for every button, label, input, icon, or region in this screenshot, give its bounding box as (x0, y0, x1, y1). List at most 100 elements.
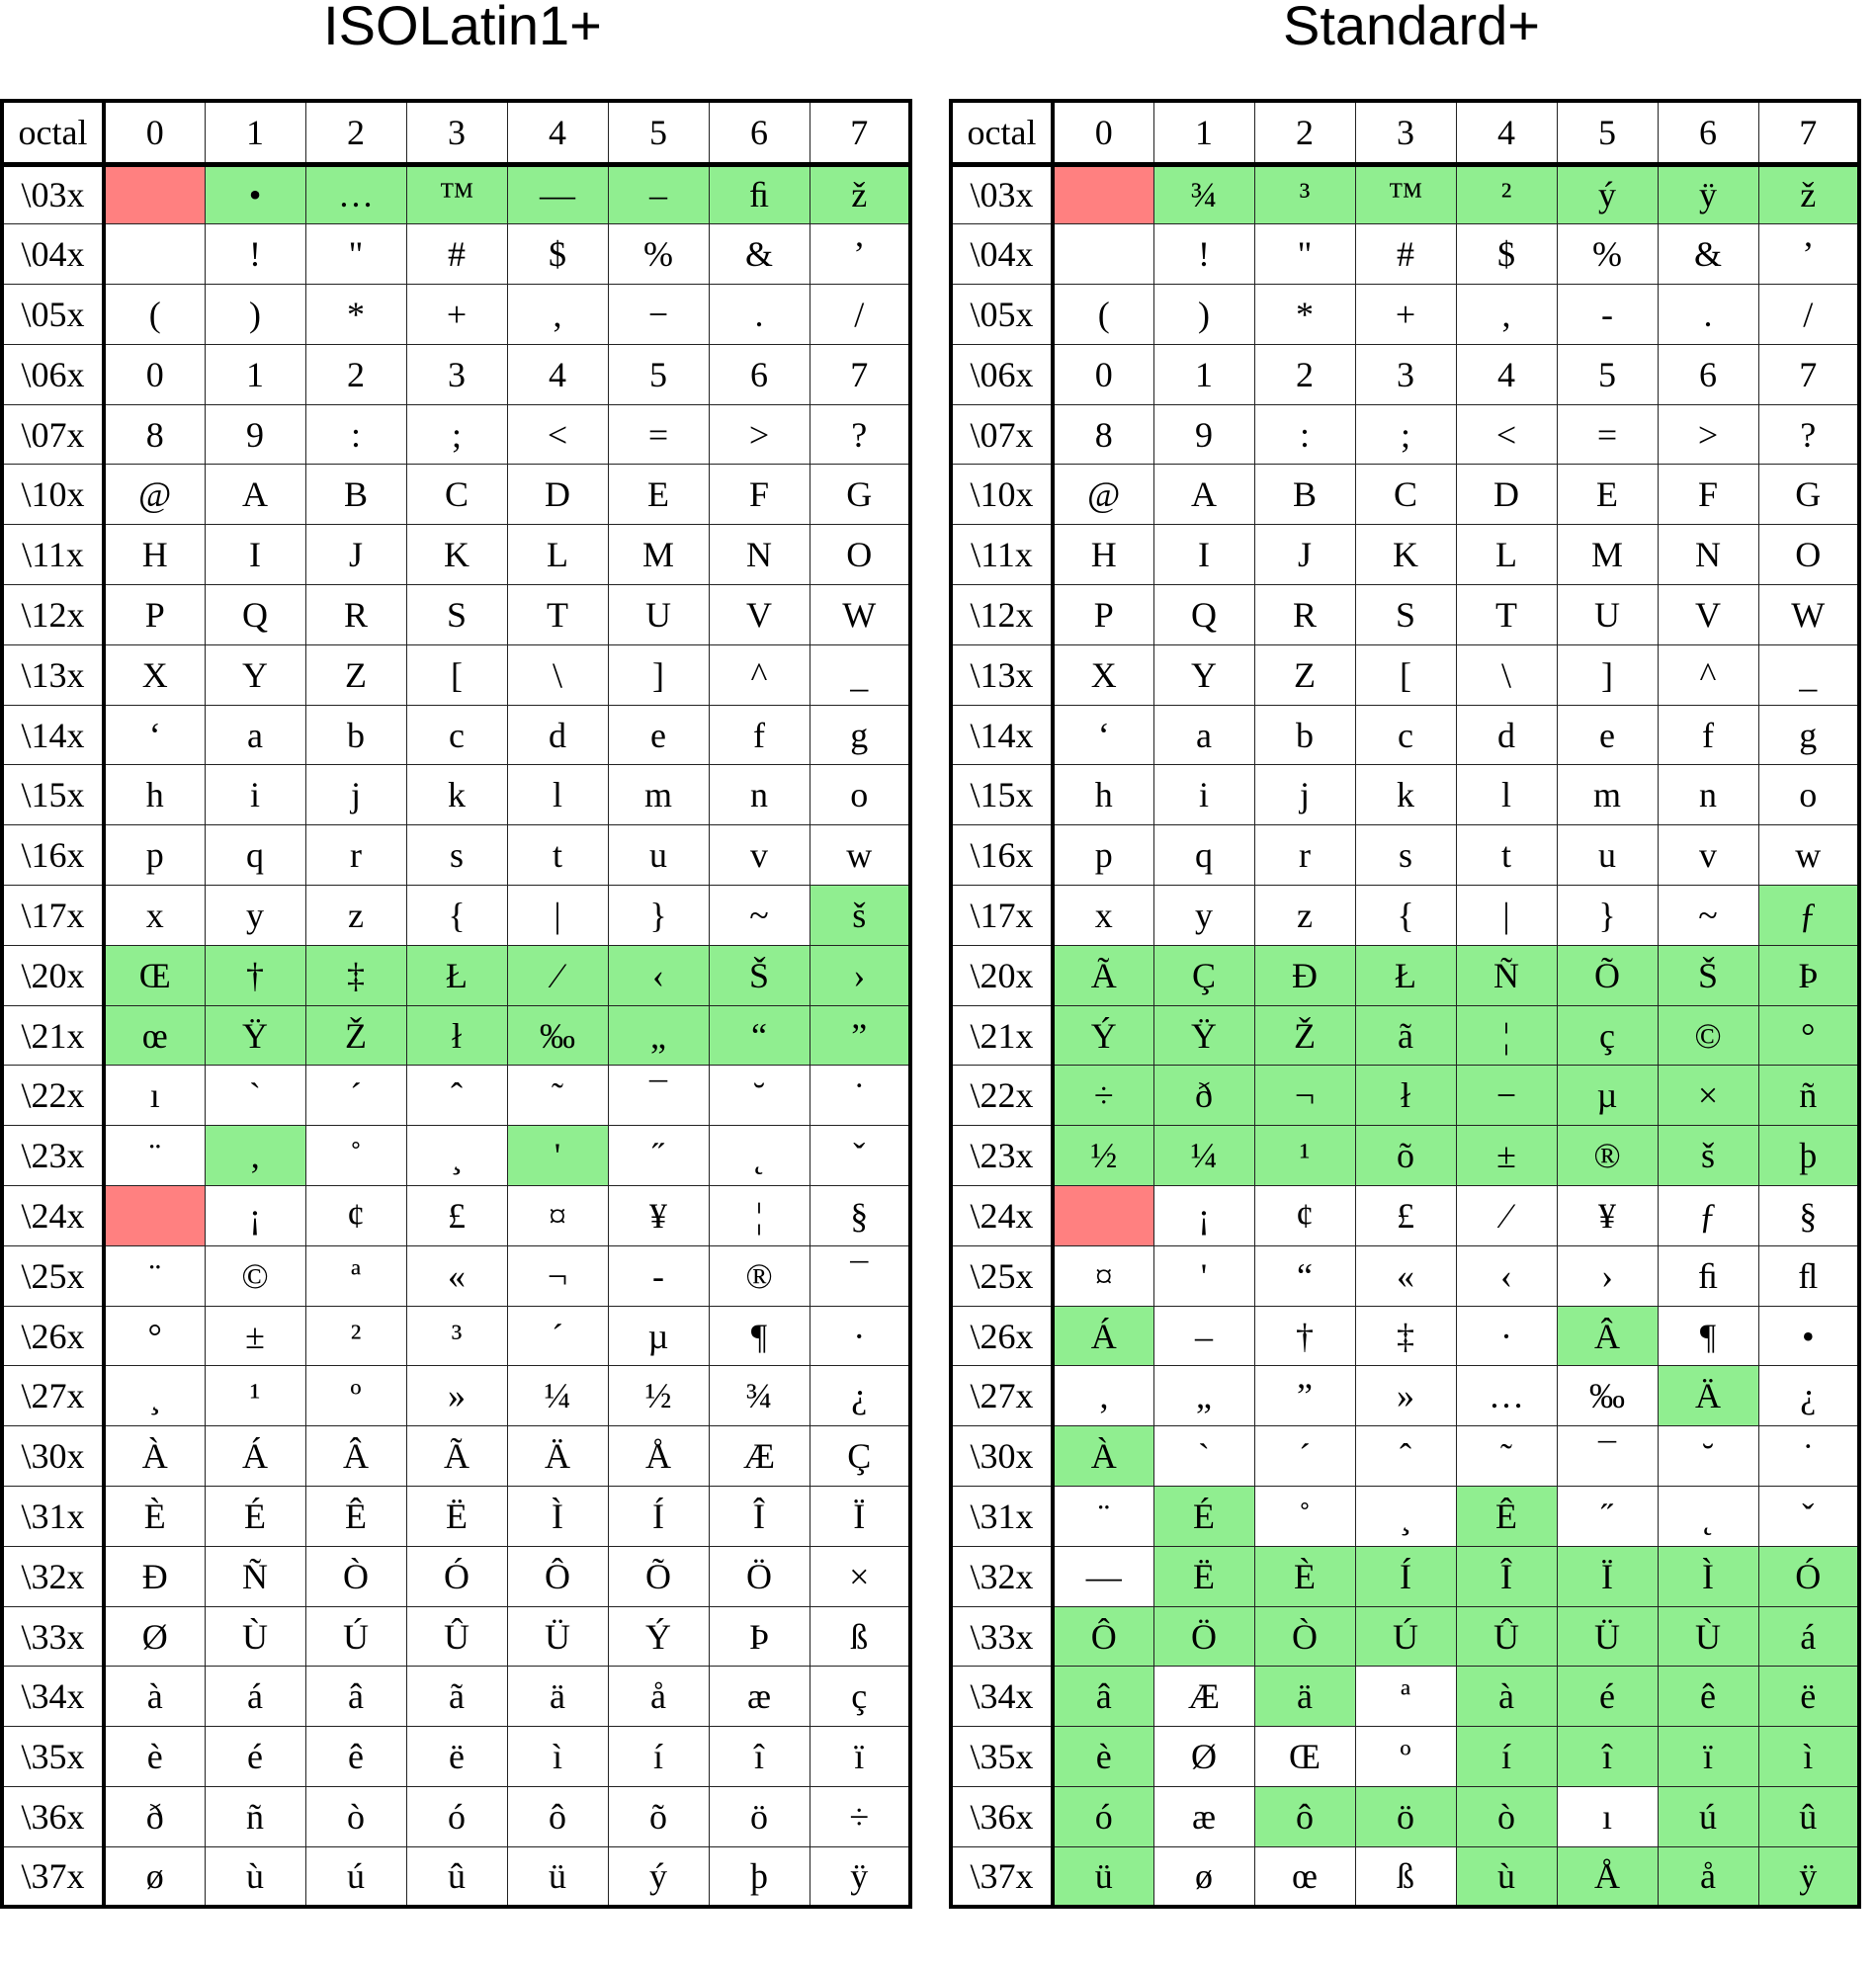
added-glyph-cell: × (1657, 1065, 1759, 1127)
header-row: octal 0 1 2 3 4 5 6 7 (1, 100, 911, 167)
glyph-cell: Â (304, 1425, 407, 1488)
added-glyph-cell: Ã (1052, 944, 1154, 1006)
added-glyph-cell: µ (1556, 1065, 1659, 1127)
added-glyph-cell: ™ (405, 163, 508, 225)
table-row: \23x ½ ¼ ¹ õ ± ® š þ (950, 1125, 1860, 1187)
added-glyph-cell: ” (809, 1004, 911, 1067)
glyph-cell: õ (607, 1786, 710, 1847)
glyph-cell: Æ (1152, 1666, 1255, 1728)
glyph-cell: ” (1253, 1365, 1356, 1427)
glyph-cell: * (304, 284, 407, 345)
glyph-cell: 9 (204, 403, 306, 466)
glyph-cell: e (607, 704, 710, 766)
table-row: \31x È É Ê Ë Ì Í Î Ï (1, 1486, 911, 1547)
row-label: \11x (1, 524, 106, 586)
glyph-cell: Ô (506, 1545, 609, 1607)
glyph-cell: q (204, 824, 306, 887)
header-row: octal 0 1 2 3 4 5 6 7 (950, 100, 1860, 167)
row-label: \32x (1, 1545, 106, 1607)
glyph-cell: a (204, 704, 306, 766)
glyph-cell: Í (607, 1486, 710, 1547)
added-glyph-cell: ä (1253, 1666, 1356, 1728)
glyph-cell: S (1354, 584, 1457, 645)
glyph-cell: ¸ (103, 1365, 206, 1427)
row-label: \25x (1, 1244, 106, 1307)
glyph-cell: ` (204, 1065, 306, 1127)
glyph-cell: ë (405, 1726, 508, 1788)
added-glyph-cell: Í (1354, 1545, 1457, 1607)
header-octal: octal (950, 100, 1055, 167)
row-label: \24x (950, 1185, 1055, 1246)
glyph-cell: y (204, 885, 306, 946)
glyph-cell: 7 (809, 343, 911, 405)
glyph-cell: ã (405, 1666, 508, 1728)
glyph-cell: s (1354, 824, 1457, 887)
undefined-glyph-cell (103, 163, 206, 225)
glyph-cell: w (1757, 824, 1860, 887)
glyph-cell: | (1455, 885, 1558, 946)
glyph-cell: ˝ (607, 1125, 710, 1187)
added-glyph-cell: ç (1556, 1004, 1659, 1067)
glyph-cell: 2 (1253, 343, 1356, 405)
row-label: \15x (950, 764, 1055, 826)
glyph-cell: v (708, 824, 810, 887)
glyph-cell: K (405, 524, 508, 586)
glyph-cell: O (809, 524, 911, 586)
glyph-cell: C (1354, 464, 1457, 526)
added-glyph-cell: Ð (1253, 944, 1356, 1006)
glyph-cell: # (1354, 223, 1457, 286)
glyph-cell: 8 (1052, 403, 1154, 466)
glyph-cell: Ó (405, 1545, 508, 1607)
table-row: \04x! " # $% &’ (1, 223, 911, 286)
glyph-cell: ] (607, 643, 710, 706)
added-glyph-cell: Õ (1556, 944, 1659, 1006)
glyph-cell: â (304, 1666, 407, 1728)
glyph-cell: ˛ (1657, 1486, 1759, 1547)
row-label: \17x (950, 885, 1055, 946)
row-label: \20x (950, 944, 1055, 1006)
added-glyph-cell: ³ (1253, 163, 1356, 225)
glyph-cell: æ (708, 1666, 810, 1728)
added-glyph-cell: ¦ (1455, 1004, 1558, 1067)
glyph-cell: j (304, 764, 407, 826)
added-glyph-cell: Ï (1556, 1545, 1659, 1607)
glyph-cell: @ (1052, 464, 1154, 526)
glyph-cell: E (1556, 464, 1659, 526)
glyph-cell (103, 223, 206, 286)
glyph-cell: ¦ (708, 1185, 810, 1246)
glyph-cell: n (708, 764, 810, 826)
glyph-cell: ¡ (204, 1185, 306, 1246)
added-glyph-cell: Ú (1354, 1605, 1457, 1668)
glyph-cell: Ï (809, 1486, 911, 1547)
glyph-cell: Ü (506, 1605, 609, 1668)
column-header: 5 (607, 100, 710, 167)
glyph-cell: 8 (103, 403, 206, 466)
glyph-cell: # (405, 223, 508, 286)
glyph-cell: T (506, 584, 609, 645)
added-glyph-cell: ¹ (1253, 1125, 1356, 1187)
glyph-cell: } (1556, 885, 1659, 946)
glyph-cell: ¥ (1556, 1185, 1659, 1246)
glyph-cell: . (708, 284, 810, 345)
glyph-cell: = (1556, 403, 1659, 466)
glyph-cell: l (506, 764, 609, 826)
added-glyph-cell: ñ (1757, 1065, 1860, 1127)
glyph-cell: , (506, 284, 609, 345)
row-label: \33x (1, 1605, 106, 1668)
added-glyph-cell: ½ (1052, 1125, 1154, 1187)
glyph-cell: " (1253, 223, 1356, 286)
glyph-cell: ß (809, 1605, 911, 1668)
glyph-cell: \ (1455, 643, 1558, 706)
glyph-cell: + (405, 284, 508, 345)
glyph-cell: ß (1354, 1845, 1457, 1908)
glyph-cell: ˛ (708, 1125, 810, 1187)
added-glyph-cell: ò (1455, 1786, 1558, 1847)
glyph-cell: * (1253, 284, 1356, 345)
glyph-cell: { (1354, 885, 1457, 946)
glyph-cell: • (1757, 1305, 1860, 1367)
row-label: \07x (950, 403, 1055, 466)
added-glyph-cell: ž (809, 163, 911, 225)
row-label: \26x (1, 1305, 106, 1367)
table-row: \07x 8 9:; < = >? (1, 403, 911, 466)
glyph-cell: u (1556, 824, 1659, 887)
